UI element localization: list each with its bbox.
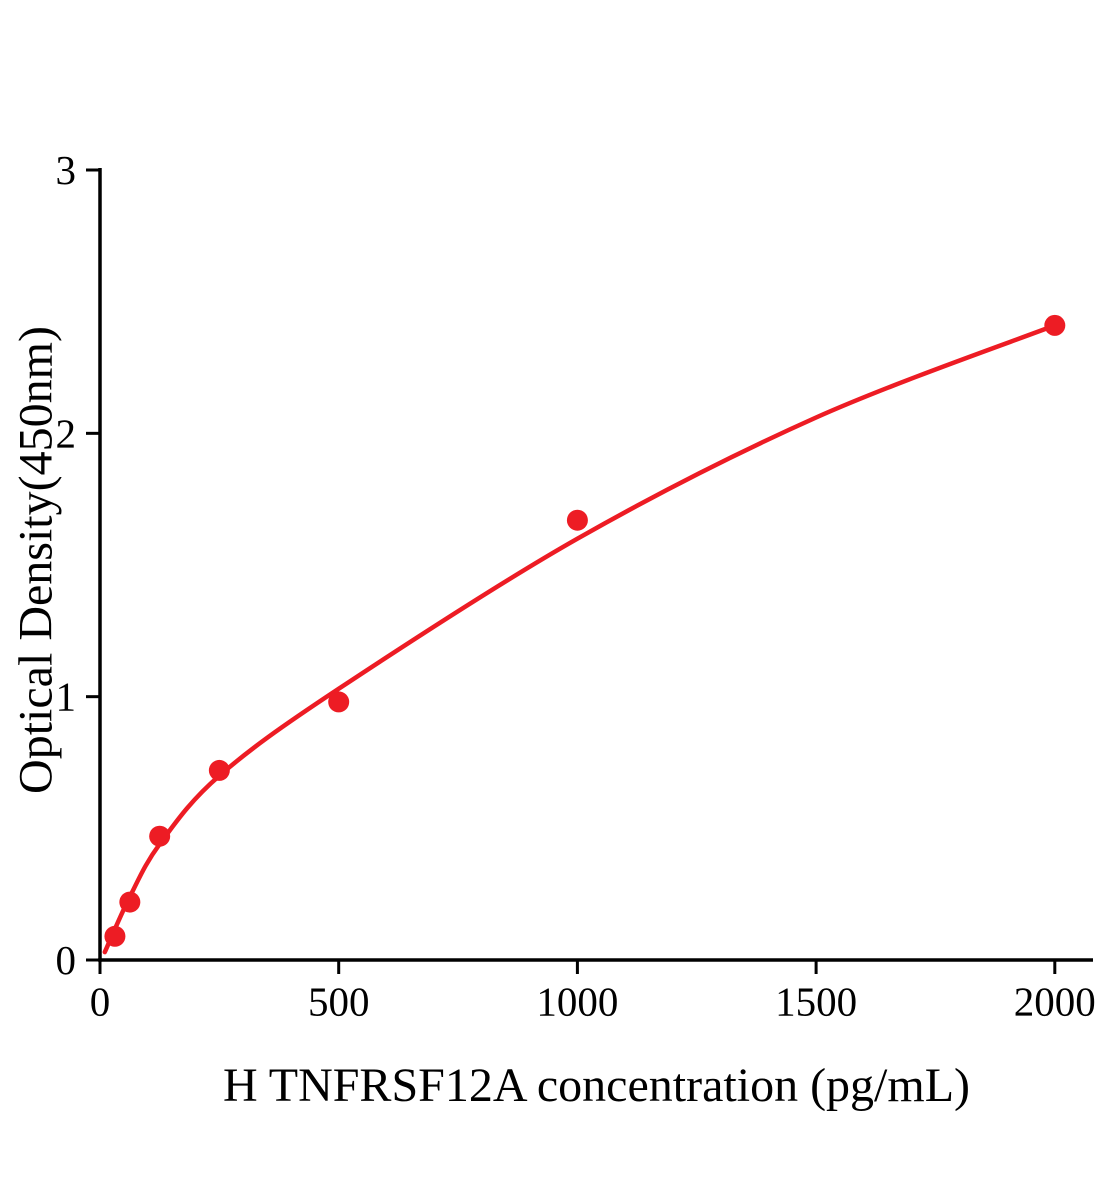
fit-curve bbox=[102, 323, 1058, 955]
data-point bbox=[119, 891, 141, 913]
x-tick-label: 1000 bbox=[536, 979, 618, 1025]
x-tick-label: 1500 bbox=[775, 979, 857, 1025]
y-tick-label: 2 bbox=[56, 410, 77, 456]
data-point bbox=[208, 759, 230, 781]
data-point bbox=[566, 509, 588, 531]
x-tick-label: 2000 bbox=[1014, 979, 1096, 1025]
y-axis-title: Optical Density(450nm) bbox=[9, 326, 63, 794]
data-point bbox=[1044, 314, 1066, 336]
x-tick-label: 500 bbox=[308, 979, 370, 1025]
x-axis-title: H TNFRSF12A concentration (pg/mL) bbox=[222, 1059, 971, 1112]
data-point bbox=[104, 925, 126, 947]
data-point bbox=[328, 691, 350, 713]
x-tick-label: 0 bbox=[90, 979, 111, 1025]
y-tick-label: 1 bbox=[56, 674, 77, 720]
data-point bbox=[149, 825, 171, 847]
y-tick-label: 0 bbox=[56, 937, 77, 983]
y-tick-label: 3 bbox=[56, 147, 77, 193]
